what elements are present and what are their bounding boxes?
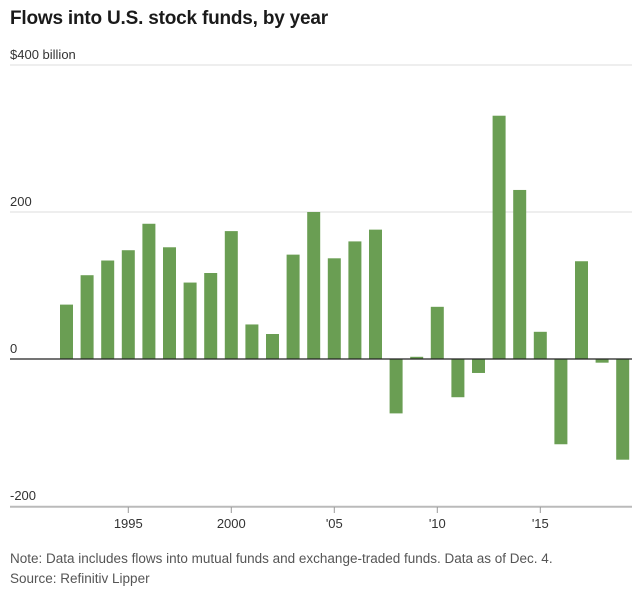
bar-2016	[554, 359, 568, 445]
bar-2003	[286, 254, 300, 359]
x-tick-label: '10	[429, 516, 446, 531]
bar-1995	[121, 250, 135, 359]
bar-1996	[142, 223, 156, 359]
y-tick-label: 0	[10, 341, 17, 356]
bar-2006	[348, 241, 362, 359]
bar-2000	[224, 231, 238, 359]
footer-notes: Note: Data includes flows into mutual fu…	[10, 549, 553, 589]
bar-1993	[80, 275, 94, 359]
chart-title: Flows into U.S. stock funds, by year	[10, 8, 328, 29]
bar-1999	[204, 273, 218, 359]
bar-2002	[266, 334, 279, 359]
bar-2017	[575, 261, 588, 359]
bar-2005	[327, 258, 341, 359]
bar-2008	[389, 359, 403, 414]
y-tick-label: 200	[10, 194, 32, 209]
bar-1997	[163, 247, 176, 359]
bar-1992	[60, 304, 73, 359]
bar-2010	[430, 306, 444, 359]
bar-1994	[101, 260, 115, 359]
bar-2013	[492, 115, 506, 359]
source-note: Source: Refinitiv Lipper	[10, 571, 150, 586]
bar-2001	[245, 324, 259, 359]
data-note: Note: Data includes flows into mutual fu…	[10, 551, 553, 566]
x-tick-label: '15	[532, 516, 549, 531]
bar-2018	[595, 359, 609, 363]
bar-2004	[307, 212, 321, 359]
y-tick-label: -200	[10, 488, 36, 503]
x-tick-label: '05	[326, 516, 343, 531]
bar-2012	[472, 359, 485, 373]
bar-2015	[533, 331, 547, 359]
gridlines: $400 billion 200 0 -200	[10, 47, 632, 507]
bar-2014	[513, 189, 527, 359]
bar-2011	[451, 359, 465, 398]
bar-2009	[410, 356, 424, 359]
bar-1998	[183, 282, 197, 359]
x-tick-label: 2000	[217, 516, 246, 531]
bar-2007	[369, 229, 382, 359]
y-tick-label: $400 billion	[10, 47, 76, 62]
x-axis: 1995 2000 '05 '10 '15	[10, 358, 632, 531]
bar-2019	[616, 359, 630, 460]
x-tick-label: 1995	[114, 516, 143, 531]
bars	[60, 115, 630, 460]
